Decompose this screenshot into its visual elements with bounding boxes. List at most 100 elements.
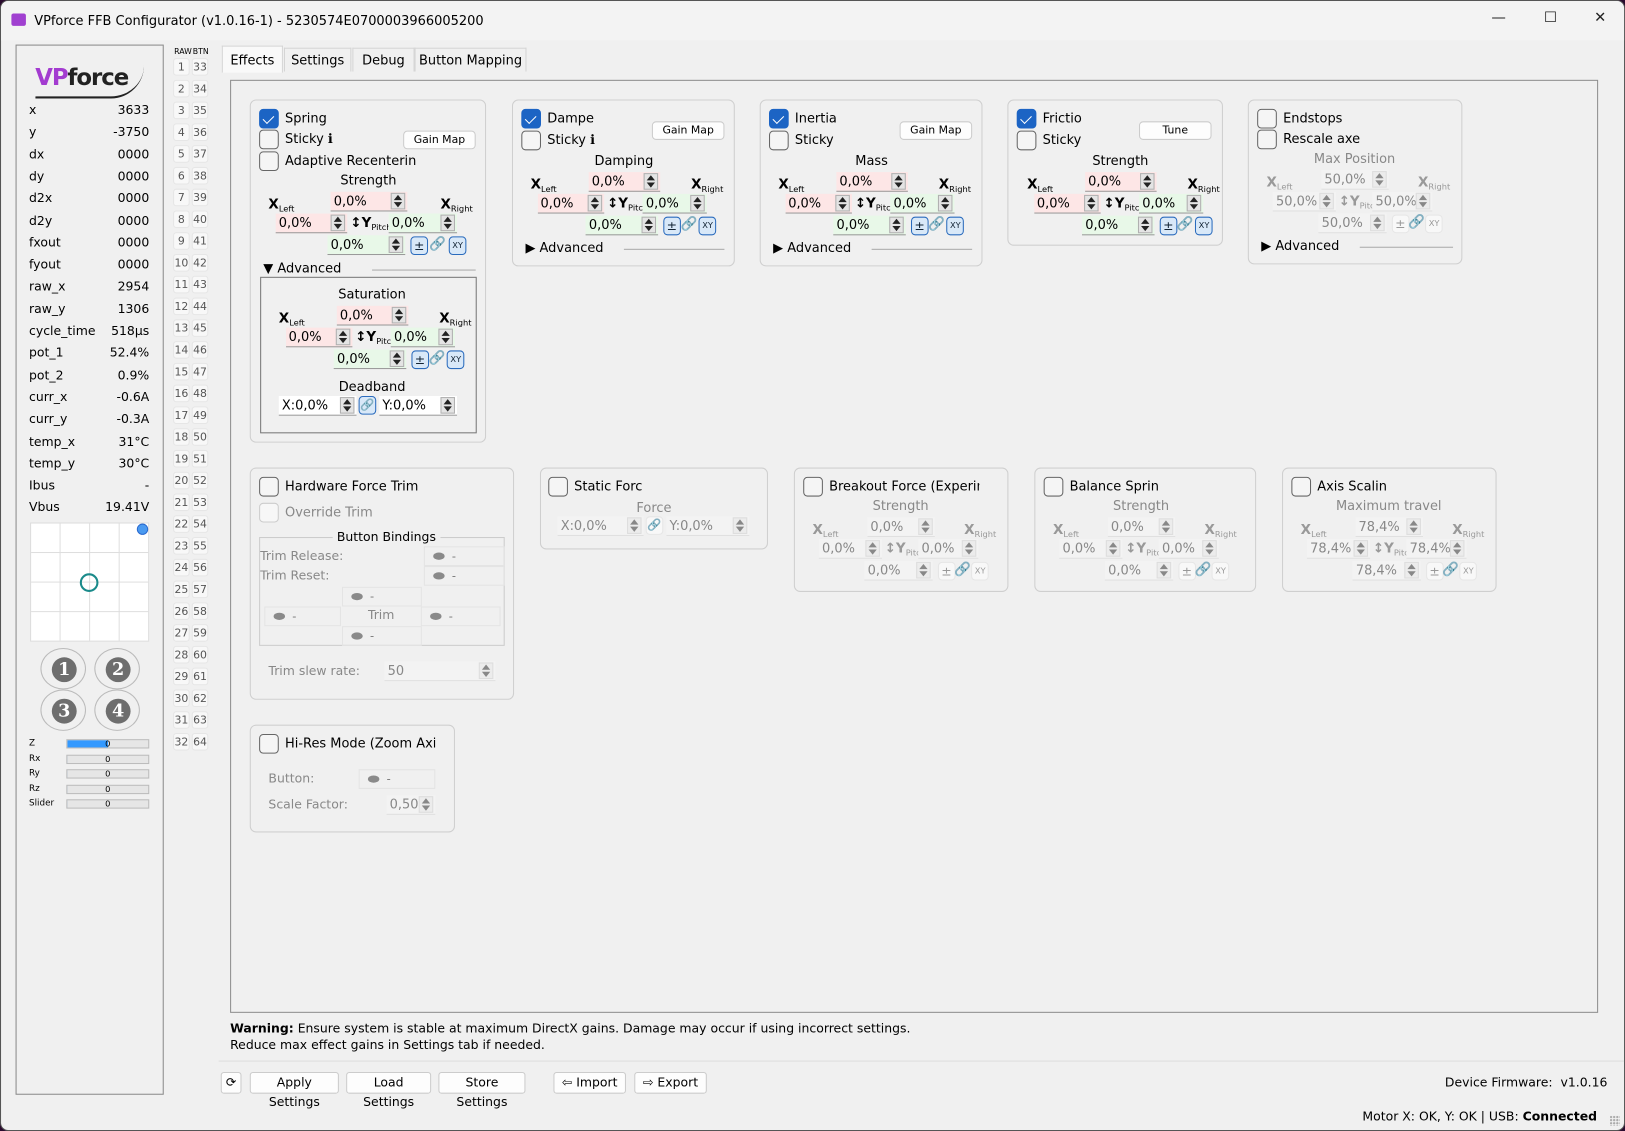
- spring-strength-invert-button[interactable]: ±: [410, 236, 429, 256]
- static-force-checkbox[interactable]: [548, 476, 568, 497]
- friction-checkbox[interactable]: [1016, 108, 1037, 129]
- balance-strength-top-spin[interactable]: 0,0%: [1107, 517, 1176, 538]
- inertia-strength-xy-button[interactable]: XY: [946, 216, 965, 236]
- trim-slew-rate-spin[interactable]: 50: [384, 661, 496, 682]
- trim-left-binding[interactable]: -: [264, 606, 341, 627]
- balance-strength-right-spin[interactable]: 0,0%: [1158, 539, 1220, 559]
- spin-arrows-icon[interactable]: [335, 328, 351, 346]
- endstops-max-position-xy-button[interactable]: XY: [1425, 214, 1443, 234]
- endstops-max-position-link-icon[interactable]: 🔗: [1407, 214, 1425, 231]
- spin-arrows-icon[interactable]: [1406, 518, 1421, 535]
- deadband-x-spin[interactable]: X:0,0%: [278, 396, 357, 416]
- axis-scaling-checkbox[interactable]: [1291, 476, 1312, 497]
- inertia-strength-left-spin[interactable]: 0,0%: [785, 193, 852, 214]
- friction-strength-bottom-spin[interactable]: 0,0%: [1082, 215, 1155, 236]
- load-settings-button[interactable]: Load Settings: [346, 1071, 432, 1109]
- inertia-strength-right-spin[interactable]: 0,0%: [890, 193, 955, 214]
- spin-arrows-icon[interactable]: [689, 194, 705, 212]
- spring-saturation-right-spin[interactable]: 0,0%: [390, 327, 455, 348]
- breakout-strength-bottom-spin[interactable]: 0,0%: [864, 560, 934, 581]
- hat-button-1[interactable]: 1: [40, 647, 87, 690]
- deadband-y-spin[interactable]: Y:0,0%: [379, 396, 458, 416]
- minimize-button[interactable]: —: [1491, 9, 1506, 26]
- refresh-button[interactable]: ⟳: [220, 1071, 242, 1094]
- spin-arrows-icon[interactable]: [1202, 540, 1218, 557]
- spring-saturation-link-icon[interactable]: 🔗: [428, 350, 446, 366]
- inertia-advanced-toggle[interactable]: ▶ Advanced: [773, 239, 973, 255]
- breakout-strength-xy-button[interactable]: XY: [971, 561, 989, 581]
- spin-arrows-icon[interactable]: [440, 397, 455, 414]
- spring-advanced-toggle[interactable]: ▼ Advanced: [263, 260, 476, 276]
- spin-arrows-icon[interactable]: [1105, 540, 1121, 557]
- hat-button-3[interactable]: 3: [40, 689, 87, 731]
- trim-up-binding[interactable]: -: [342, 586, 422, 607]
- balance-strength-invert-button[interactable]: ±: [1178, 561, 1196, 581]
- spin-arrows-icon[interactable]: [330, 214, 346, 232]
- inertia-strength-invert-button[interactable]: ±: [910, 216, 929, 236]
- breakout-strength-top-spin[interactable]: 0,0%: [867, 517, 935, 538]
- spin-arrows-icon[interactable]: [1353, 540, 1368, 557]
- breakout-checkbox[interactable]: [803, 476, 823, 497]
- store-settings-button[interactable]: Store Settings: [438, 1071, 526, 1109]
- endstops-advanced-toggle[interactable]: ▶ Advanced: [1261, 237, 1454, 253]
- tab-settings[interactable]: Settings: [283, 47, 352, 72]
- inertia-strength-link-icon[interactable]: 🔗: [928, 216, 945, 233]
- friction-strength-top-spin[interactable]: 0,0%: [1085, 172, 1157, 192]
- damper-sticky-checkbox[interactable]: [521, 130, 542, 151]
- spin-arrows-icon[interactable]: [891, 173, 906, 190]
- spring-strength-right-spin[interactable]: 0,0%: [388, 213, 458, 234]
- close-button[interactable]: ✕: [1594, 9, 1607, 26]
- spin-arrows-icon[interactable]: [1404, 561, 1420, 579]
- tab-effects[interactable]: Effects: [221, 45, 283, 73]
- spin-arrows-icon[interactable]: [438, 328, 453, 346]
- endstops-checkbox[interactable]: [1257, 108, 1277, 129]
- spring-saturation-bottom-spin[interactable]: 0,0%: [333, 349, 407, 370]
- spin-arrows-icon[interactable]: [389, 350, 405, 367]
- axis-scaling-strength-bottom-spin[interactable]: 78,4%: [1352, 560, 1422, 581]
- spring-strength-xy-button[interactable]: XY: [448, 236, 467, 256]
- inertia-strength-top-spin[interactable]: 0,0%: [836, 172, 908, 192]
- damper-strength-xy-button[interactable]: XY: [698, 216, 717, 236]
- hat-button-4[interactable]: 4: [94, 689, 140, 731]
- damper-strength-top-spin[interactable]: 0,0%: [588, 172, 661, 192]
- damper-strength-right-spin[interactable]: 0,0%: [642, 193, 707, 214]
- breakout-strength-invert-button[interactable]: ±: [937, 561, 956, 581]
- balance-checkbox[interactable]: [1043, 476, 1064, 497]
- export-button[interactable]: ⇨ Export: [634, 1071, 707, 1094]
- damper-gain-map-button[interactable]: Gain Map: [651, 121, 725, 140]
- spin-arrows-icon[interactable]: [643, 173, 659, 190]
- hi-res-mode-checkbox[interactable]: [259, 733, 279, 754]
- spin-arrows-icon[interactable]: [627, 517, 642, 534]
- trim-down-binding[interactable]: -: [342, 626, 422, 646]
- spin-arrows-icon[interactable]: [916, 561, 931, 579]
- spin-arrows-icon[interactable]: [1416, 192, 1431, 210]
- spin-arrows-icon[interactable]: [641, 216, 657, 234]
- spin-arrows-icon[interactable]: [889, 216, 904, 234]
- trim-right-binding[interactable]: -: [420, 606, 501, 627]
- spin-arrows-icon[interactable]: [587, 194, 603, 212]
- damper-checkbox[interactable]: [521, 108, 542, 129]
- tab-button-mapping[interactable]: Button Mapping: [414, 47, 527, 72]
- inertia-strength-bottom-spin[interactable]: 0,0%: [833, 215, 906, 236]
- spring-strength-top-spin[interactable]: 0,0%: [330, 191, 408, 212]
- balance-strength-link-icon[interactable]: 🔗: [1194, 561, 1212, 578]
- trim-reset-binding[interactable]: -: [423, 566, 505, 586]
- spring-strength-left-spin[interactable]: 0,0%: [275, 213, 348, 234]
- axis-scaling-strength-xy-button[interactable]: XY: [1459, 561, 1478, 581]
- spin-arrows-icon[interactable]: [388, 236, 404, 253]
- apply-settings-button[interactable]: Apply Settings: [249, 1071, 339, 1109]
- resize-grip-icon[interactable]: [1609, 1115, 1620, 1126]
- spring-saturation-top-spin[interactable]: 0,0%: [336, 305, 409, 326]
- damper-strength-invert-button[interactable]: ±: [663, 216, 681, 236]
- inertia-gain-map-button[interactable]: Gain Map: [899, 121, 973, 140]
- spin-arrows-icon[interactable]: [962, 540, 977, 557]
- inertia-checkbox[interactable]: [769, 108, 789, 129]
- deadband-link-button[interactable]: 🔗: [358, 396, 377, 415]
- breakout-strength-left-spin[interactable]: 0,0%: [818, 539, 882, 559]
- friction-tune-button[interactable]: Tune: [1139, 121, 1212, 140]
- balance-strength-left-spin[interactable]: 0,0%: [1059, 539, 1123, 559]
- axis-scaling-strength-invert-button[interactable]: ±: [1425, 561, 1444, 581]
- hi-res-button-binding[interactable]: -: [358, 769, 436, 789]
- hardware-force-trim-checkbox[interactable]: [259, 476, 279, 497]
- spin-arrows-icon[interactable]: [339, 397, 355, 414]
